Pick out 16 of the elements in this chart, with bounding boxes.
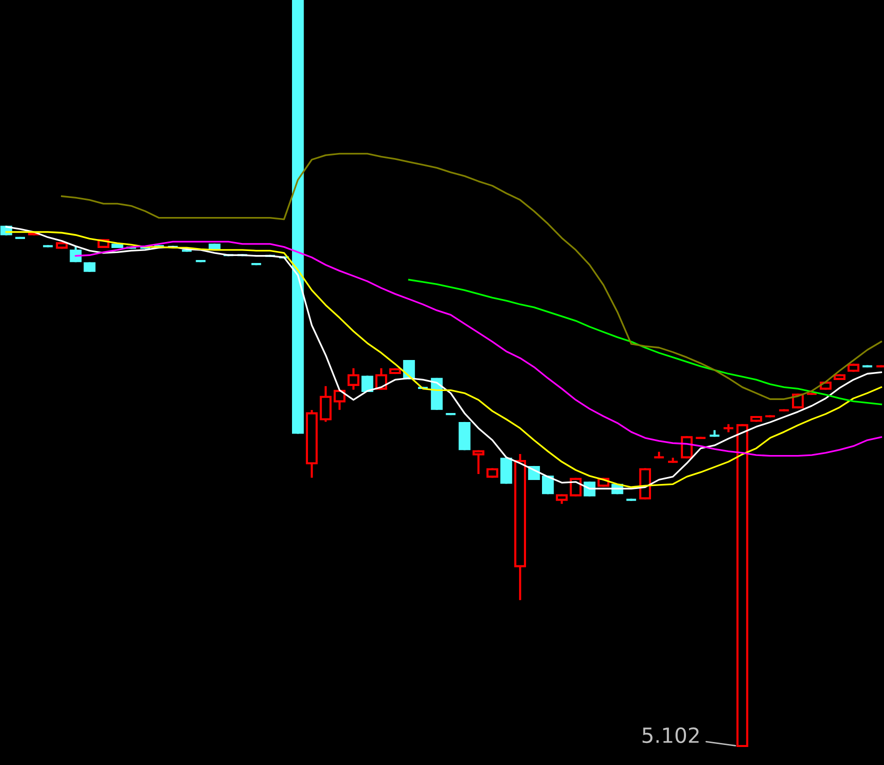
- candlestick: [334, 390, 346, 410]
- candlestick: [722, 424, 734, 432]
- candlestick: [570, 478, 582, 496]
- candlestick: [653, 452, 665, 458]
- candlestick: [472, 450, 484, 474]
- annotation: 5.102: [642, 727, 699, 744]
- candlestick: [666, 458, 679, 463]
- candlestick: [500, 458, 512, 484]
- candlestick: [708, 430, 720, 437]
- candlestick: [792, 394, 804, 408]
- candlestick: [542, 476, 554, 494]
- candlestick: [320, 386, 332, 422]
- candlestick: [70, 246, 82, 262]
- candlestick: [680, 436, 693, 458]
- candlestick: [361, 376, 374, 392]
- candlestick: [348, 368, 360, 390]
